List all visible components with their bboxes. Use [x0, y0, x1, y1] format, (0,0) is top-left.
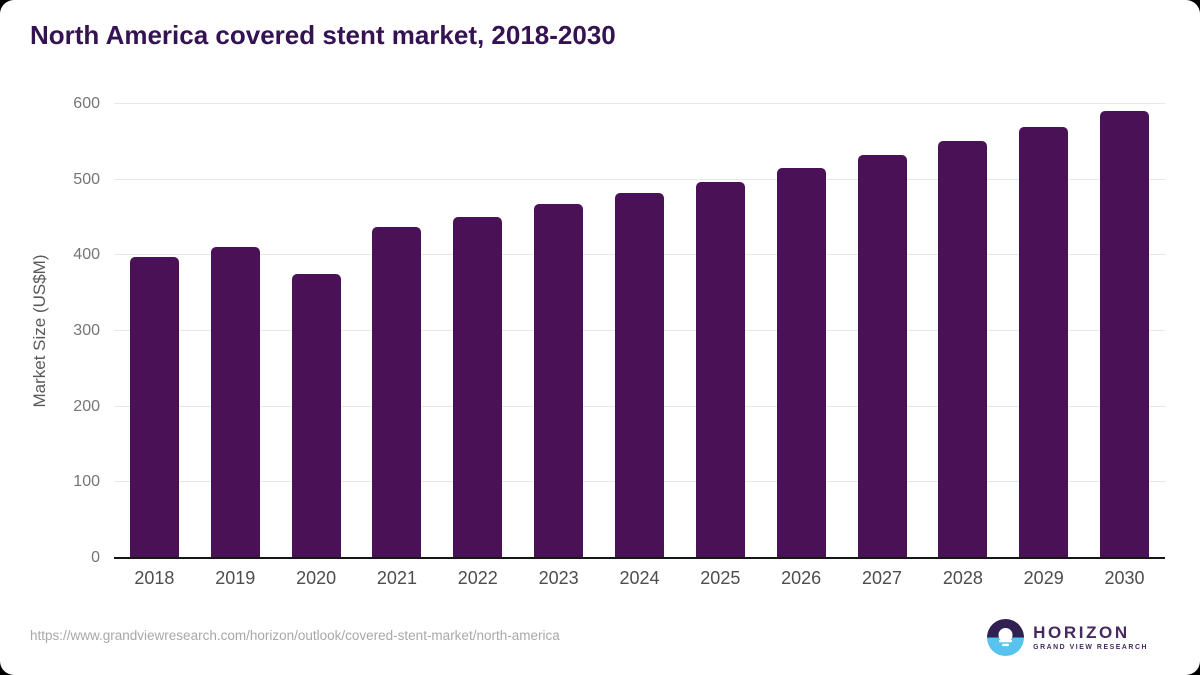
- x-tick-label-2018: 2018: [134, 568, 175, 588]
- gridline-500: [114, 178, 1165, 180]
- bar-series: [114, 104, 1165, 558]
- x-axis-line: [114, 557, 1165, 559]
- y-tick-label-0: 0: [91, 549, 100, 566]
- bar-slot-2020: [276, 104, 357, 558]
- x-tick-label-2021: 2021: [376, 568, 417, 588]
- x-axis-tick-labels: 2018 2019 2020 2021 2022 2023 2024 2025 2026 2027…: [114, 568, 1165, 589]
- bar-slot-2028: [922, 104, 1003, 558]
- y-tick-label-500: 500: [73, 170, 100, 188]
- logo-text: HORIZON GRAND VIEW RESEARCH: [1033, 622, 1148, 652]
- y-axis-tick-labels: 0 100 200 300 400 500 600: [0, 95, 100, 566]
- x-tick-label-2024: 2024: [619, 568, 660, 588]
- logo-subtitle: GRAND VIEW RESEARCH: [1033, 644, 1148, 652]
- plot-area: [114, 103, 1165, 559]
- bar-2030: [1100, 110, 1150, 558]
- bar-2026: [776, 168, 826, 558]
- bar-slot-2021: [357, 104, 438, 558]
- bar-2021: [372, 226, 422, 558]
- x-tick-label-2030: 2030: [1104, 568, 1145, 588]
- y-tick-label-300: 300: [73, 322, 100, 339]
- x-tick-label-2029: 2029: [1023, 568, 1064, 588]
- x-tick-label-2019: 2019: [215, 568, 256, 588]
- y-tick-label-600: 600: [73, 95, 100, 112]
- bar-slot-2030: [1084, 104, 1165, 558]
- bar-slot-2027: [842, 104, 923, 558]
- bar-slot-2026: [761, 104, 842, 558]
- y-tick-label-100: 100: [73, 473, 100, 491]
- x-tick-label-2023: 2023: [538, 568, 579, 588]
- y-tick-label-400: 400: [73, 246, 100, 264]
- logo-title: HORIZON: [1033, 622, 1130, 642]
- bar-slot-2024: [599, 104, 680, 558]
- bar-2023: [534, 203, 584, 558]
- x-tick-label-2022: 2022: [457, 568, 498, 588]
- bar-2019: [210, 247, 260, 558]
- bar-2020: [291, 274, 341, 558]
- bar-slot-2025: [680, 104, 761, 558]
- bar-2027: [857, 155, 907, 558]
- bar-slot-2029: [1003, 104, 1084, 558]
- horizon-logo-icon: [987, 619, 1025, 656]
- chart-title: North America covered stent market, 2018…: [30, 20, 616, 50]
- x-tick-label-2028: 2028: [942, 568, 983, 588]
- x-tick-label-2026: 2026: [781, 568, 822, 588]
- bar-2024: [614, 193, 664, 558]
- bar-2022: [453, 216, 503, 558]
- x-tick-label-2027: 2027: [861, 568, 903, 588]
- source-url: https://www.grandviewresearch.com/horizo…: [30, 628, 560, 643]
- x-tick-label-2020: 2020: [296, 568, 337, 588]
- bar-2029: [1019, 126, 1069, 558]
- y-tick-label-200: 200: [73, 397, 100, 415]
- x-tick-label-2025: 2025: [700, 568, 741, 588]
- bar-slot-2022: [437, 104, 518, 558]
- bar-slot-2023: [518, 104, 599, 558]
- bar-2025: [695, 181, 745, 558]
- bar-2018: [129, 256, 179, 558]
- bar-slot-2018: [114, 104, 195, 558]
- bar-2028: [938, 141, 988, 558]
- bar-slot-2019: [195, 104, 276, 558]
- horizon-logo: HORIZON GRAND VIEW RESEARCH: [987, 619, 1148, 656]
- gridline-600: [114, 103, 1165, 104]
